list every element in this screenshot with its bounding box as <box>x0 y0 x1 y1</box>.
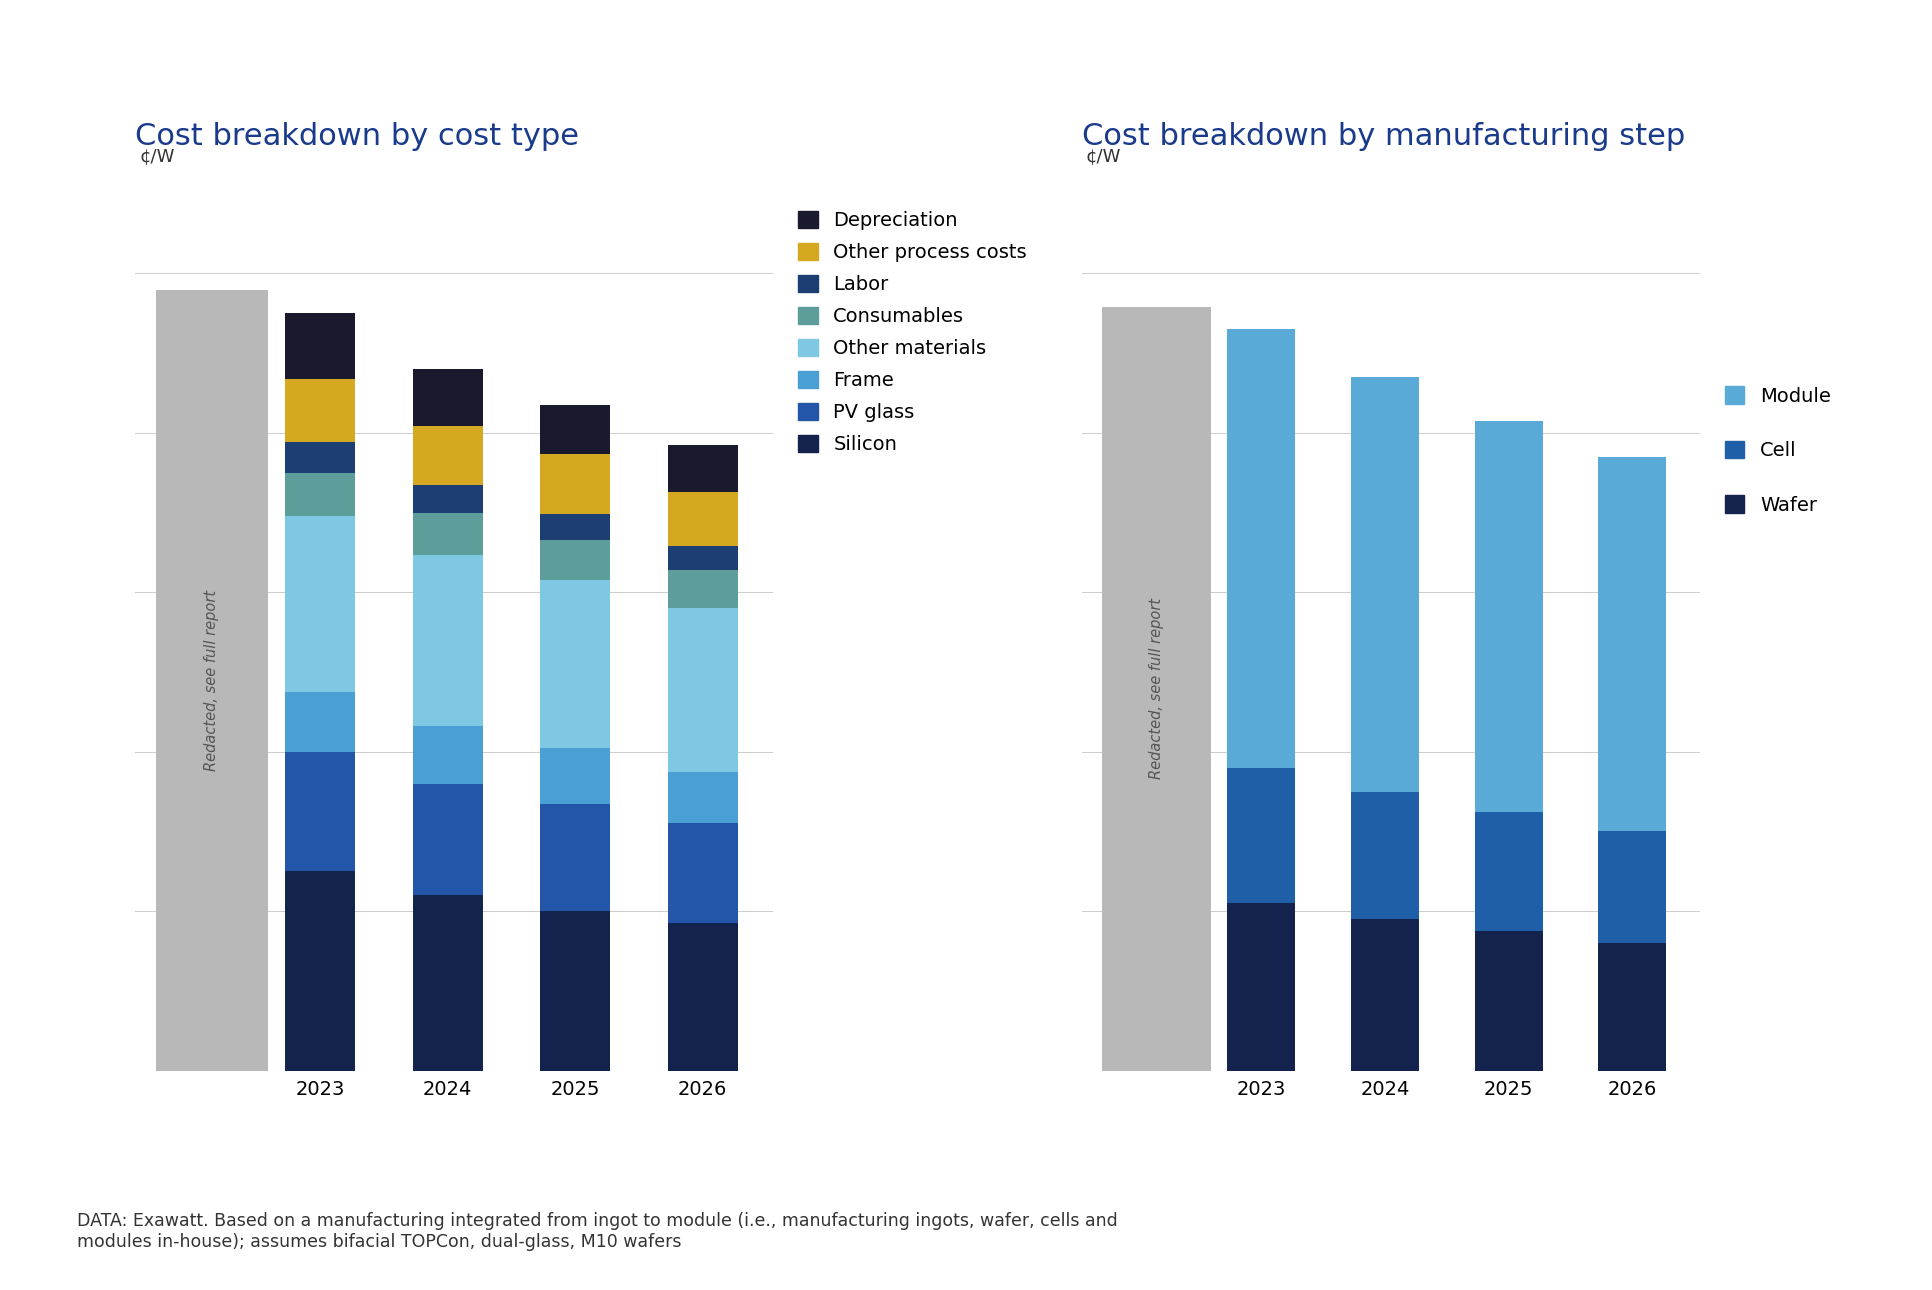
Bar <box>1598 457 1665 832</box>
Bar <box>1227 903 1294 1071</box>
Text: DATA: Exawatt. Based on a manufacturing integrated from ingot to module (i.e., m: DATA: Exawatt. Based on a manufacturing … <box>77 1213 1119 1251</box>
Bar <box>668 924 738 1071</box>
Bar <box>1474 811 1542 931</box>
Bar <box>1474 421 1542 811</box>
Text: Cost breakdown by cost type: Cost breakdown by cost type <box>135 121 580 151</box>
Bar <box>1598 943 1665 1071</box>
Bar <box>1350 920 1418 1071</box>
Legend: Depreciation, Other process costs, Labor, Consumables, Other materials, Frame, P: Depreciation, Other process costs, Labor… <box>798 212 1028 454</box>
Bar <box>541 911 611 1071</box>
Bar <box>1474 931 1542 1071</box>
Bar <box>668 771 738 823</box>
Bar <box>286 871 355 1071</box>
Bar <box>668 445 738 491</box>
Bar <box>541 515 611 541</box>
Bar <box>1350 377 1418 792</box>
Bar <box>668 608 738 771</box>
Bar <box>541 541 611 580</box>
Bar <box>541 580 611 748</box>
Bar <box>413 555 483 726</box>
Bar <box>413 895 483 1071</box>
Bar <box>413 513 483 555</box>
Bar <box>413 726 483 783</box>
Bar <box>413 783 483 895</box>
Text: Redacted, see full report: Redacted, see full report <box>205 590 218 771</box>
Bar <box>286 442 355 472</box>
Bar <box>286 691 355 752</box>
Text: ¢/W: ¢/W <box>1086 147 1121 165</box>
Bar <box>1227 329 1294 768</box>
Bar <box>541 454 611 515</box>
Bar <box>286 313 355 378</box>
Bar <box>413 426 483 485</box>
Bar <box>1350 792 1418 920</box>
Bar <box>286 378 355 442</box>
Text: Redacted, see full report: Redacted, see full report <box>1150 599 1163 779</box>
Bar <box>1101 307 1211 1071</box>
Text: ¢/W: ¢/W <box>139 147 174 165</box>
Bar <box>413 485 483 513</box>
Bar <box>286 516 355 691</box>
Bar <box>286 472 355 516</box>
Bar <box>1598 832 1665 943</box>
Bar <box>156 290 269 1071</box>
Bar <box>1227 768 1294 903</box>
Bar <box>413 369 483 426</box>
Bar <box>541 405 611 454</box>
Text: Cost breakdown by manufacturing step: Cost breakdown by manufacturing step <box>1082 121 1685 151</box>
Bar <box>541 804 611 911</box>
Bar <box>668 546 738 570</box>
Bar <box>668 823 738 924</box>
Legend: Module, Cell, Wafer: Module, Cell, Wafer <box>1725 387 1832 515</box>
Bar <box>286 752 355 871</box>
Bar <box>541 748 611 804</box>
Bar <box>668 491 738 546</box>
Bar <box>668 570 738 608</box>
